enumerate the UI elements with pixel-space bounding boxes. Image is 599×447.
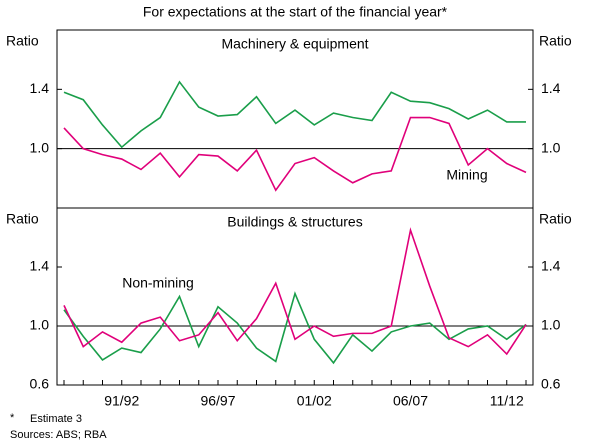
panel-frame [56, 207, 534, 386]
y-tick-label: 1.0 [30, 317, 50, 333]
series-line [63, 291, 527, 365]
y2-tick-label: 1.4 [541, 258, 561, 274]
y-tick-label: 1.4 [30, 80, 50, 96]
y2-axis-label: Ratio [539, 211, 572, 227]
y2-axis-label: Ratio [539, 33, 572, 49]
y-tick-label: 0.6 [30, 376, 50, 392]
series-line [63, 116, 527, 192]
x-tick-label: 91/92 [104, 393, 139, 409]
series-line [63, 80, 526, 149]
y2-tick-label: 1.0 [541, 139, 561, 155]
panel-title: Machinery & equipment [221, 36, 368, 52]
series-line [63, 227, 527, 356]
sources: Sources: ABS; RBA [10, 429, 107, 441]
y2-tick-label: 0.6 [541, 376, 561, 392]
x-tick-label: 96/97 [200, 393, 235, 409]
x-tick-label: 06/07 [393, 393, 428, 409]
chart-title: For expectations at the start of the fin… [143, 4, 448, 20]
y2-tick-label: 1.4 [541, 80, 561, 96]
x-tick-label: 11/12 [490, 393, 524, 409]
footnote-marker: * [10, 412, 15, 424]
y-axis-label: Ratio [6, 33, 39, 49]
panel-title: Buildings & structures [227, 214, 362, 230]
x-tick-label: 01/02 [297, 393, 332, 409]
y-tick-label: 1.0 [30, 139, 50, 155]
y-axis-label: Ratio [6, 211, 39, 227]
y2-tick-label: 1.0 [541, 317, 561, 333]
annotation: Mining [446, 167, 487, 183]
footnote: Estimate 3 [30, 413, 82, 425]
y-tick-label: 1.4 [30, 258, 50, 274]
annotation: Non-mining [122, 275, 194, 291]
